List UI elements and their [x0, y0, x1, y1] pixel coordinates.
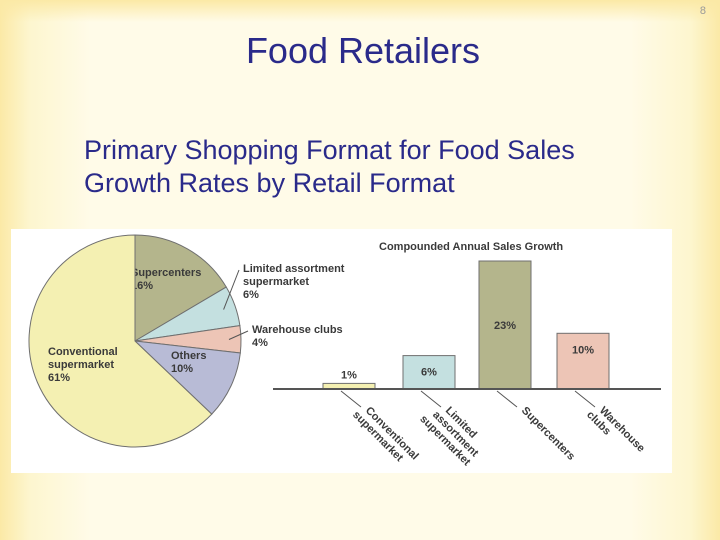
bar-category-text-supercenters: Supercenters: [519, 405, 577, 463]
pie-label-limited-assortment-supermarket-line: Limited assortment: [243, 263, 345, 275]
pie-slice-others: [133, 340, 241, 415]
bar-leader-supercenters: [496, 390, 518, 408]
pie-leader-warehouse-clubs: [228, 330, 249, 340]
pie-label-others-line: 10%: [171, 363, 193, 375]
chart-svg: Supercenters 16%Limited assortment superma…: [28, 234, 661, 470]
pie-label-conventional-supermarket-line: Conventional: [48, 346, 118, 358]
bar-category-line: Supercenters: [519, 405, 577, 463]
pie-slice-conventional-supermarket: [28, 234, 213, 448]
pie-label-limited-assortment-supermarket-line: 6%: [243, 289, 259, 301]
pie-label-supercenters-line: Supercenters: [131, 267, 201, 279]
pie-label-supercenters-line: 16%: [131, 280, 153, 292]
bar-leader-warehouse-clubs: [574, 390, 596, 408]
bar-value-label-warehouse-clubs: 10%: [572, 344, 594, 356]
pie-leader-limited-assortment-supermarket: [223, 269, 240, 310]
pie-label-limited-assortment-supermarket-line: supermarket: [243, 276, 309, 288]
pie-label-warehouse-clubs: Warehouse clubs 4%: [252, 324, 343, 349]
pie-label-supercenters: Supercenters 16%: [131, 267, 201, 292]
bar-value-label-conventional-supermarket: 1%: [341, 369, 357, 381]
bar-category-text-conventional-supermarket: Conventionalsupermarket: [350, 400, 420, 470]
bar-warehouse-clubs: [556, 332, 610, 390]
pie-chart: Supercenters 16%Limited assortment superma…: [28, 234, 345, 448]
bar-limited-assortment-supermarket: [402, 355, 456, 390]
pie-label-conventional-supermarket-line: supermarket: [48, 359, 114, 371]
bar-category-label-limited-assortment-supermarket: Limitedassortmentsupermarket: [417, 396, 489, 469]
chart-figure: Supercenters 16% Limited assortment superma…: [11, 229, 672, 473]
pie-slice-supercenters: [134, 234, 227, 342]
pie-label-warehouse-clubs-line: Warehouse clubs: [252, 324, 343, 336]
slide-title: Food Retailers: [245, 30, 481, 71]
bar-category-label-supercenters: Supercenters: [519, 405, 577, 463]
bar-chart-title: Compounded Annual Sales Growth: [379, 241, 563, 253]
pie-label-limited-assortment-supermarket: Limited assortment supermarket 6%: [243, 263, 345, 301]
bar-category-label-conventional-supermarket: Conventionalsupermarket: [350, 400, 420, 470]
bar-leader-limited-assortment-supermarket: [420, 390, 442, 408]
bar-category-text-limited-assortment-supermarket: Limitedassortmentsupermarket: [417, 396, 489, 468]
subtitle-line-1: Primary Shopping Format for Food Sales: [84, 135, 575, 165]
bar-chart: Compounded Annual Sales Growth 1% 6% 23% 10%…: [273, 241, 661, 470]
bar-leader-conventional-supermarket: [340, 390, 362, 408]
pie-label-others-line: Others: [171, 350, 206, 362]
slide-number: 8: [699, 5, 706, 17]
bar-category-text-warehouse-clubs: Warehouseclubs: [584, 400, 647, 463]
pie-label-conventional-supermarket: Conventional supermarket 61%: [48, 346, 118, 384]
bar-value-label-supercenters: 23%: [494, 320, 516, 332]
subtitle-line-2: Growth Rates by Retail Format: [84, 168, 455, 198]
bar-value-label-limited-assortment-supermarket: 6%: [421, 367, 437, 379]
bar-supercenters: [478, 260, 532, 390]
pie-label-others: Others 10%: [171, 350, 206, 375]
pie-label-warehouse-clubs-line: 4%: [252, 337, 268, 349]
top-gradient-band: [0, 0, 720, 22]
bar-category-label-warehouse-clubs: Warehouseclubs: [584, 400, 647, 463]
pie-label-conventional-supermarket-line: 61%: [48, 372, 70, 384]
slide-subtitle: Primary Shopping Format for Food Sales G…: [84, 134, 575, 200]
